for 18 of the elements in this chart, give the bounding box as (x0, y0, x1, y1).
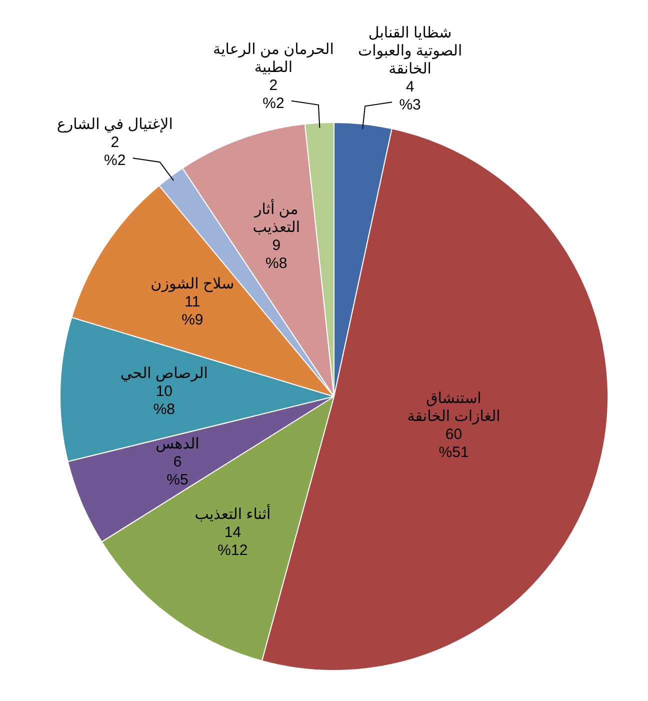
slice-label: الدهس (156, 436, 200, 453)
data-label: 14 %12 (218, 524, 248, 560)
slice-label: شظايا القنابل الصوتية والعبوات الخانقة (358, 24, 462, 78)
slice-label: أثناء التعذيب (194, 504, 271, 524)
data-label: 9 %8 (266, 236, 288, 272)
slice-label: سلاح الشوزن (150, 276, 234, 293)
slice-label: استنشاق الغازات الخانقة (407, 390, 500, 425)
data-label: 4 %3 (399, 78, 421, 114)
data-label: 6 %5 (166, 454, 188, 489)
slice-label: الرصاص الحي (120, 365, 208, 382)
data-label: 60 %51 (438, 426, 469, 461)
slice-label: الحرمان من الرعاية الطبية (213, 41, 334, 76)
slice-label: من أثار التعذيب (252, 198, 300, 236)
data-label: 2 %2 (104, 134, 126, 170)
data-label: 2 %2 (262, 77, 284, 112)
data-label: 11 %9 (182, 294, 204, 329)
slice-label: الإغتيال في الشارع (56, 116, 173, 134)
data-label: 10 %8 (153, 383, 176, 418)
